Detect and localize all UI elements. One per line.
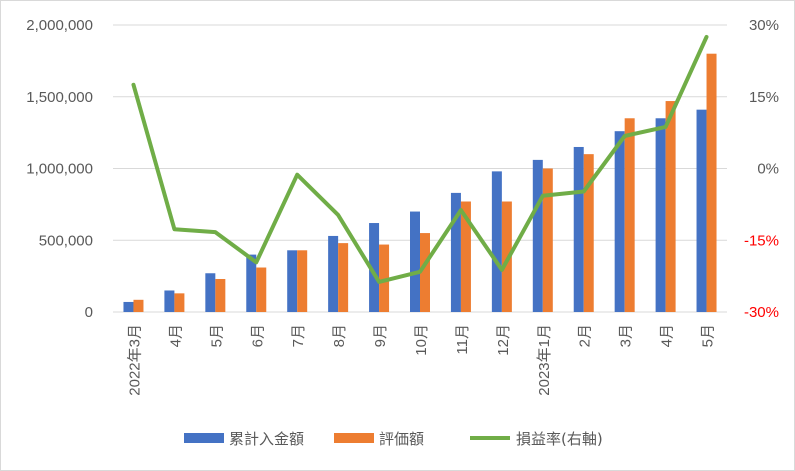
x-tick-label: 11月: [454, 324, 471, 355]
bar-cumulative-deposit: [369, 223, 380, 312]
legend-label: 評価額: [379, 430, 424, 448]
x-tick-label: 9月: [372, 324, 389, 347]
bar-valuation: [542, 168, 553, 312]
legend-label: 損益率(右軸): [516, 430, 603, 448]
right-tick-label: -30%: [744, 304, 779, 321]
left-tick-label: 0: [85, 304, 93, 321]
right-tick-label: 0%: [757, 161, 779, 178]
left-tick-label: 1,000,000: [26, 161, 93, 178]
x-tick-label: 4月: [167, 324, 184, 347]
left-tick-label: 500,000: [39, 232, 93, 249]
x-tick-label: 5月: [208, 324, 225, 347]
right-axis-ticks: -30% -15% 0% 15% 30%: [744, 17, 779, 321]
bar-cumulative-deposit: [205, 273, 216, 312]
x-tick-label: 2023年1月: [536, 324, 553, 396]
bar-cumulative-deposit: [573, 146, 584, 312]
x-tick-label: 3月: [618, 324, 635, 347]
bar-cumulative-deposit: [450, 192, 461, 312]
x-tick-label: 10月: [413, 324, 430, 356]
bar-valuation: [583, 154, 594, 312]
left-tick-label: 2,000,000: [26, 17, 93, 34]
line-series: [131, 35, 709, 284]
bar-valuation: [256, 267, 267, 312]
x-tick-label: 12月: [495, 324, 512, 356]
legend-label: 累計入金額: [229, 430, 304, 448]
bar-valuation: [338, 243, 349, 312]
right-tick-label: -15%: [744, 232, 779, 249]
left-tick-label: 1,500,000: [26, 89, 93, 106]
bar-cumulative-deposit: [246, 254, 257, 312]
bar-valuation: [501, 201, 512, 312]
bar-valuation: [665, 101, 676, 313]
bar-cumulative-deposit: [123, 301, 134, 312]
right-tick-label: 15%: [749, 89, 779, 106]
bar-cumulative-deposit: [328, 235, 339, 312]
bar-valuation: [460, 201, 471, 312]
x-tick-label: 5月: [700, 324, 717, 347]
legend-swatch: [334, 433, 374, 443]
line-profit-rate: [131, 35, 709, 284]
x-tick-label: 6月: [249, 324, 266, 347]
bar-valuation: [133, 299, 144, 312]
bar-cumulative-deposit: [655, 118, 666, 313]
bar-valuation: [174, 293, 185, 312]
x-tick-label: 7月: [290, 324, 307, 347]
bar-valuation: [624, 118, 635, 313]
bar-cumulative-deposit: [696, 109, 707, 312]
bar-valuation: [379, 244, 390, 312]
bar-cumulative-deposit: [410, 211, 420, 312]
bar-cumulative-deposit: [164, 290, 175, 312]
right-tick-label: 30%: [749, 17, 779, 34]
x-tick-label: 8月: [331, 324, 348, 347]
bar-valuation: [215, 278, 226, 312]
legend: 累計入金額 評価額 損益率(右軸): [184, 430, 603, 448]
x-tick-label: 4月: [659, 324, 676, 347]
bar-series: [123, 53, 717, 313]
x-tick-label: 2月: [577, 324, 594, 347]
bar-cumulative-deposit: [614, 131, 625, 312]
bar-cumulative-deposit: [287, 250, 298, 312]
legend-swatch: [184, 433, 224, 443]
bar-valuation: [297, 250, 308, 312]
bar-cumulative-deposit: [491, 171, 502, 312]
bar-valuation: [706, 53, 717, 312]
x-axis-ticks: 2022年3月 4月 5月 6月 7月 8月 9月 10月 11月 12月 2023年1月 2月 3月 4…: [127, 324, 717, 396]
left-axis-ticks: 0 500,000 1,000,000 1,500,000 2,000,000: [26, 17, 93, 321]
x-tick-label: 2022年3月: [127, 324, 144, 396]
bar-valuation: [420, 233, 430, 312]
bar-cumulative-deposit: [532, 159, 543, 312]
